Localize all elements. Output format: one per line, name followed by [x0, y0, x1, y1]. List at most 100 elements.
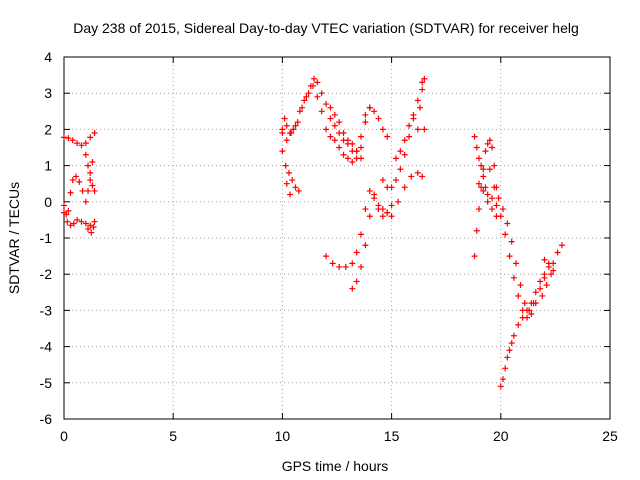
- y-tick-label: 3: [44, 85, 52, 101]
- data-point: [314, 93, 321, 100]
- x-tick-label: 5: [169, 428, 177, 444]
- data-point: [489, 144, 496, 151]
- data-point: [537, 278, 544, 285]
- data-point: [484, 140, 491, 147]
- data-point: [358, 144, 365, 151]
- data-point: [289, 177, 296, 184]
- data-point: [486, 137, 493, 144]
- data-point: [67, 222, 74, 229]
- y-tick-label: -1: [40, 230, 53, 246]
- data-point: [478, 184, 485, 191]
- data-point: [491, 184, 498, 191]
- data-point: [288, 130, 295, 137]
- data-point: [489, 206, 496, 213]
- data-point: [69, 177, 76, 184]
- data-point: [480, 173, 487, 180]
- data-point: [82, 198, 89, 205]
- data-point: [311, 75, 318, 82]
- data-point: [358, 231, 365, 238]
- data-point: [502, 231, 509, 238]
- data-point: [283, 137, 290, 144]
- data-point: [287, 191, 294, 198]
- chart-title: Day 238 of 2015, Sidereal Day-to-day VTE…: [73, 20, 579, 36]
- data-point: [295, 187, 302, 194]
- data-point: [349, 285, 356, 292]
- data-point: [528, 300, 535, 307]
- data-point: [331, 122, 338, 129]
- data-point: [65, 135, 72, 142]
- data-point: [61, 202, 67, 209]
- data-point: [74, 140, 81, 147]
- data-point: [294, 119, 301, 126]
- data-point: [65, 207, 72, 214]
- data-point: [283, 122, 290, 129]
- y-tick-label: 1: [44, 158, 52, 174]
- data-point: [392, 155, 399, 162]
- data-point: [340, 130, 347, 137]
- x-tick-label: 15: [384, 428, 400, 444]
- data-point: [495, 195, 502, 202]
- data-point: [292, 122, 299, 129]
- data-point: [499, 376, 506, 383]
- data-point: [401, 184, 408, 191]
- data-point: [282, 162, 289, 169]
- data-point: [397, 166, 404, 173]
- y-tick-label: -5: [40, 375, 53, 391]
- data-point: [61, 134, 67, 141]
- data-point: [410, 111, 417, 118]
- data-point: [85, 187, 92, 194]
- data-point: [489, 195, 496, 202]
- data-point: [74, 216, 81, 223]
- data-point: [323, 253, 330, 260]
- data-point: [362, 242, 369, 249]
- data-point: [375, 206, 382, 213]
- data-point: [537, 285, 544, 292]
- data-point: [419, 86, 426, 93]
- data-point: [318, 90, 325, 97]
- data-point: [384, 209, 391, 216]
- data-point: [88, 229, 95, 236]
- data-point: [362, 206, 369, 213]
- data-point: [510, 332, 517, 339]
- data-point: [79, 187, 86, 194]
- x-tick-label: 20: [493, 428, 509, 444]
- data-point: [395, 198, 402, 205]
- data-point: [379, 126, 386, 133]
- data-point: [358, 263, 365, 270]
- data-point: [554, 249, 561, 256]
- data-point: [292, 184, 299, 191]
- data-point: [366, 213, 373, 220]
- data-point: [366, 104, 373, 111]
- data-point: [414, 169, 421, 176]
- y-tick-label: 4: [44, 49, 52, 65]
- data-point: [281, 115, 288, 122]
- data-point: [504, 220, 511, 227]
- data-point: [521, 300, 528, 307]
- data-point: [517, 282, 524, 289]
- y-tick-label: -3: [40, 302, 53, 318]
- data-point: [349, 260, 356, 267]
- data-point: [539, 292, 546, 299]
- data-point: [82, 220, 89, 227]
- data-point: [305, 90, 312, 97]
- data-point: [392, 177, 399, 184]
- data-point: [475, 155, 482, 162]
- data-point: [473, 227, 480, 234]
- data-point: [69, 137, 76, 144]
- data-point: [85, 162, 92, 169]
- data-point: [285, 169, 292, 176]
- data-point: [91, 130, 98, 137]
- y-tick-label: -4: [40, 339, 53, 355]
- data-point: [353, 148, 360, 155]
- axis-ticks: 0 5 10 15 20 25 -6 -5 -4 -3 -2 -1 0 1 2 3 4: [40, 49, 618, 444]
- data-point: [318, 108, 325, 115]
- data-point: [406, 122, 413, 129]
- data-point: [279, 130, 286, 137]
- data-point: [493, 202, 500, 209]
- data-point: [358, 133, 365, 140]
- y-tick-label: -6: [40, 411, 53, 427]
- data-point: [499, 206, 506, 213]
- data-point: [303, 93, 310, 100]
- data-point: [299, 104, 306, 111]
- data-point: [353, 278, 360, 285]
